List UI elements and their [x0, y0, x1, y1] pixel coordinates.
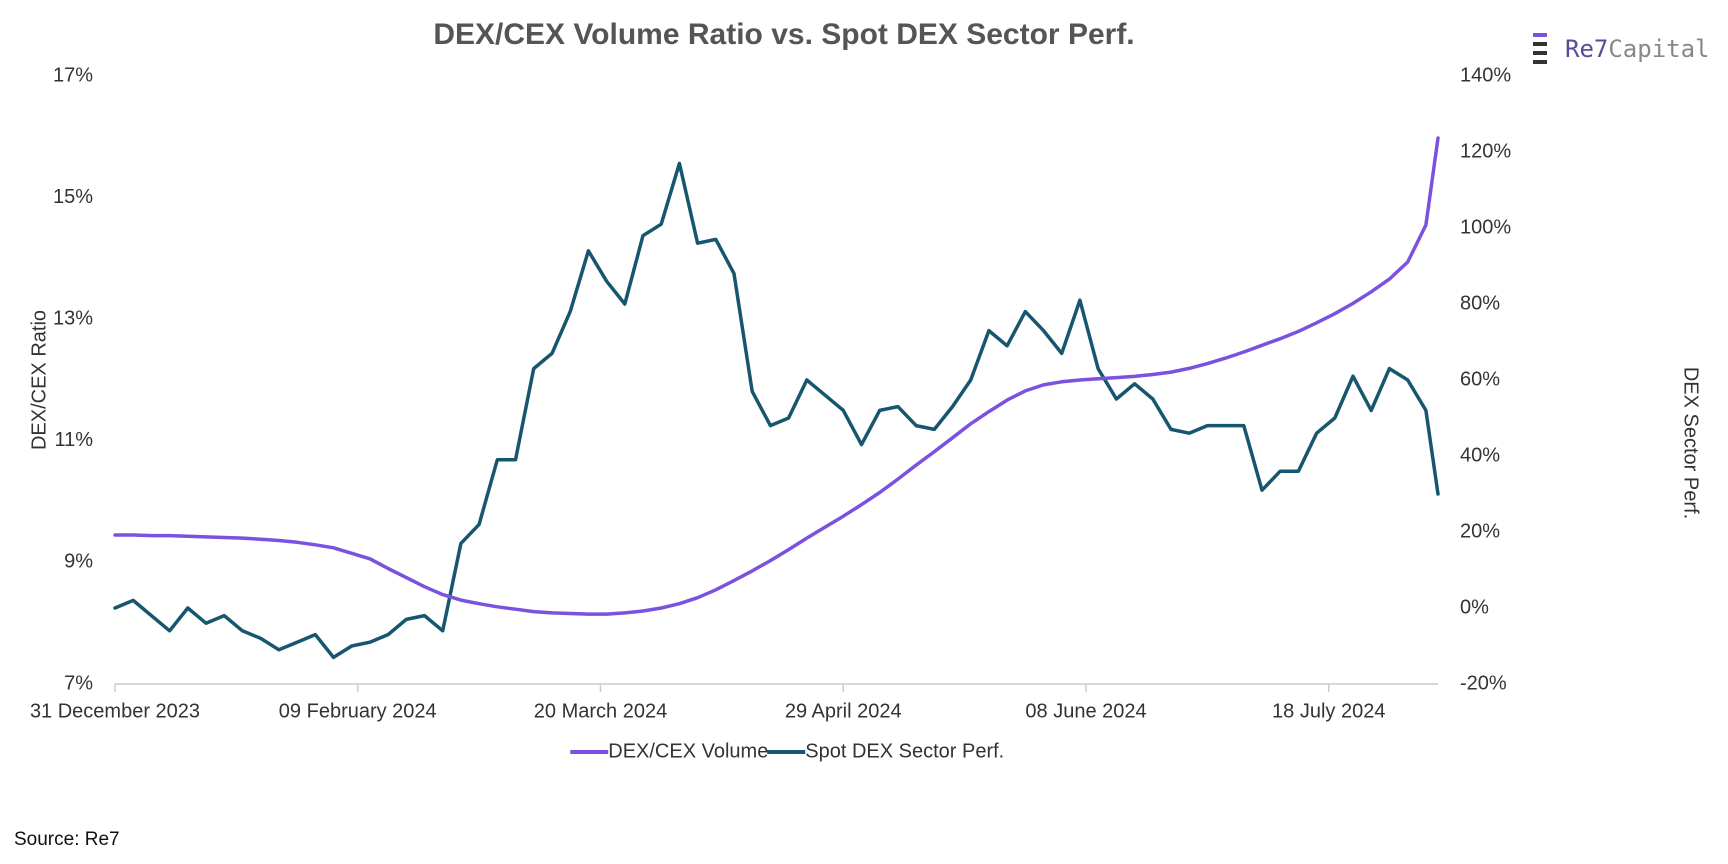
- y-tick-label: 9%: [64, 551, 93, 573]
- logo-bar: [1533, 51, 1547, 55]
- y2-tick-label: -20%: [1460, 672, 1507, 694]
- legend-label: DEX/CEX Volume: [608, 740, 768, 762]
- y2-tick-label: 0%: [1460, 596, 1489, 618]
- y-tick-label: 13%: [53, 307, 93, 329]
- logo-bar: [1533, 42, 1547, 46]
- x-tick-label: 31 December 2023: [30, 700, 200, 722]
- logo-bar: [1533, 33, 1547, 37]
- logo-bar: [1533, 60, 1547, 64]
- source: Source: Re7: [14, 829, 120, 850]
- y2-tick-label: 140%: [1460, 64, 1511, 86]
- y-axis-label: DEX/CEX Ratio: [28, 310, 50, 450]
- y2-tick-label: 100%: [1460, 216, 1511, 238]
- y2-tick-label: 60%: [1460, 368, 1500, 390]
- y-tick-label: 15%: [53, 186, 93, 208]
- x-tick-label: 08 June 2024: [1025, 700, 1146, 722]
- y2-tick-label: 80%: [1460, 292, 1500, 314]
- series-line: [113, 136, 1440, 616]
- y-tick-label: 7%: [64, 672, 93, 694]
- logo-text: Re7Capital: [1565, 35, 1710, 63]
- logo: Re7Capital: [1533, 33, 1710, 64]
- chart-title: DEX/CEX Volume Ratio vs. Spot DEX Sector…: [433, 18, 1134, 51]
- x-tick-label: 29 April 2024: [785, 700, 902, 722]
- y-tick-label: 11%: [54, 429, 93, 451]
- y2-axis-label: DEX Sector Perf.: [1680, 367, 1702, 519]
- logo-part: Capital: [1608, 35, 1709, 63]
- y2-tick-label: 40%: [1460, 444, 1500, 466]
- y-tick-label: 17%: [53, 64, 93, 86]
- x-tick-label: 20 March 2024: [534, 700, 667, 722]
- y2-tick-label: 20%: [1460, 520, 1500, 542]
- logo-part: Re7: [1565, 35, 1608, 63]
- x-tick-label: 09 February 2024: [279, 700, 437, 722]
- series-line: [113, 161, 1440, 660]
- legend-label: Spot DEX Sector Perf.: [805, 740, 1004, 762]
- y2-tick-label: 120%: [1460, 140, 1511, 162]
- x-tick-label: 18 July 2024: [1272, 700, 1385, 722]
